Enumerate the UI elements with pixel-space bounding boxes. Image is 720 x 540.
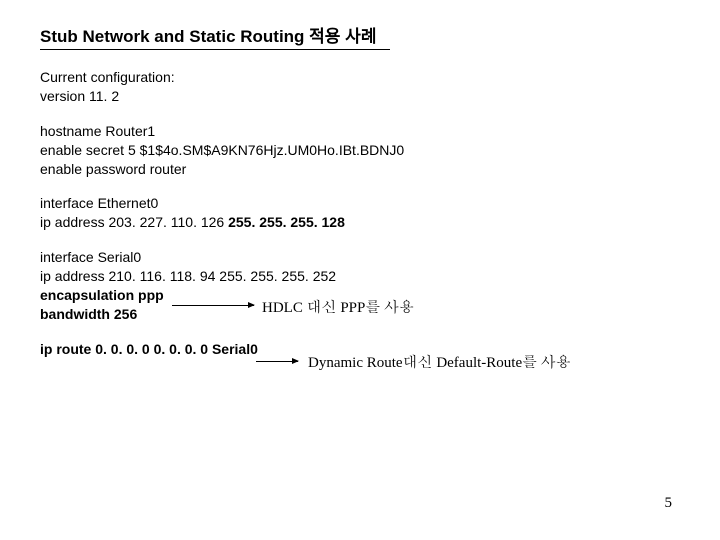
slide-page: Stub Network and Static Routing 적용 사례 Cu… [0, 0, 720, 397]
config-line: enable password router [40, 160, 680, 179]
arrow-2 [256, 361, 298, 362]
config-line: ip address 203. 227. 110. 126 255. 255. … [40, 213, 680, 232]
title-underline [40, 49, 390, 50]
annotation-default-route: Dynamic Route대신 Default-Route를 사용 [308, 351, 571, 372]
config-line: interface Ethernet0 [40, 194, 680, 213]
page-title: Stub Network and Static Routing 적용 사례 [40, 22, 680, 47]
config-line: enable secret 5 $1$4o.SM$A9KN76Hjz.UM0Ho… [40, 141, 680, 160]
config-line-bold: ip route 0. 0. 0. 0 0. 0. 0. 0 Serial0 [40, 341, 258, 357]
config-block-2: hostname Router1 enable secret 5 $1$4o.S… [40, 122, 680, 179]
config-text-bold: 255. 255. 255. 128 [228, 214, 345, 230]
config-block-3: interface Ethernet0 ip address 203. 227.… [40, 194, 680, 232]
config-text-part: ip address 203. 227. 110. 126 [40, 214, 228, 230]
annotation-ppp: HDLC 대신 PPP를 사용 [262, 296, 414, 317]
config-line: Current configuration: [40, 68, 680, 87]
page-number: 5 [665, 495, 673, 512]
config-line: hostname Router1 [40, 122, 680, 141]
arrow-1 [172, 305, 254, 306]
config-line: version 11. 2 [40, 87, 680, 106]
config-block-1: Current configuration: version 11. 2 [40, 68, 680, 106]
config-line: ip address 210. 116. 118. 94 255. 255. 2… [40, 267, 680, 286]
config-line: interface Serial0 [40, 248, 680, 267]
